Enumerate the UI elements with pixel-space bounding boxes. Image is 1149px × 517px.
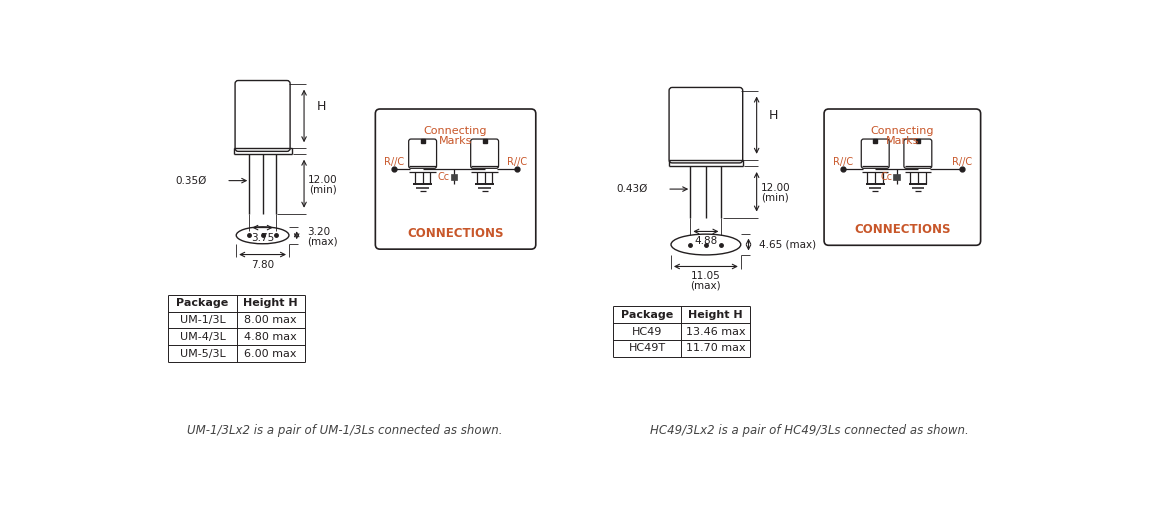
Text: 0.35Ø: 0.35Ø bbox=[176, 176, 207, 186]
Text: 12.00: 12.00 bbox=[761, 183, 791, 193]
Text: R//C: R//C bbox=[953, 157, 972, 167]
Text: CONNECTIONS: CONNECTIONS bbox=[407, 227, 503, 240]
Text: Cc: Cc bbox=[880, 172, 893, 182]
Text: UM-1/3Lx2 is a pair of UM-1/3Ls connected as shown.: UM-1/3Lx2 is a pair of UM-1/3Ls connecte… bbox=[187, 424, 503, 437]
Text: R//C: R//C bbox=[507, 157, 527, 167]
Text: (max): (max) bbox=[691, 281, 722, 291]
Text: 12.00: 12.00 bbox=[308, 175, 338, 185]
Text: 4.80 max: 4.80 max bbox=[245, 332, 298, 342]
Text: (min): (min) bbox=[762, 193, 789, 203]
Text: CONNECTIONS: CONNECTIONS bbox=[854, 223, 950, 236]
Text: UM-5/3L: UM-5/3L bbox=[179, 349, 225, 359]
Text: 3.20: 3.20 bbox=[308, 227, 331, 237]
Text: Cc: Cc bbox=[438, 172, 449, 182]
Text: 13.46 max: 13.46 max bbox=[686, 327, 746, 337]
Text: Height H: Height H bbox=[244, 298, 298, 308]
Text: Height H: Height H bbox=[688, 310, 743, 320]
Text: Package: Package bbox=[177, 298, 229, 308]
Text: 11.70 max: 11.70 max bbox=[686, 343, 746, 354]
Text: 4.65 (max): 4.65 (max) bbox=[759, 239, 817, 250]
Polygon shape bbox=[894, 174, 900, 180]
Text: Connecting: Connecting bbox=[424, 126, 487, 135]
Text: HC49/3Lx2 is a pair of HC49/3Ls connected as shown.: HC49/3Lx2 is a pair of HC49/3Ls connecte… bbox=[650, 424, 969, 437]
Text: R//C: R//C bbox=[384, 157, 404, 167]
Text: UM-4/3L: UM-4/3L bbox=[179, 332, 225, 342]
Text: Package: Package bbox=[622, 310, 673, 320]
Text: 4.88: 4.88 bbox=[694, 236, 717, 247]
Text: HC49: HC49 bbox=[632, 327, 663, 337]
Text: 7.80: 7.80 bbox=[250, 261, 275, 270]
Text: Marks: Marks bbox=[439, 136, 472, 146]
Text: Marks: Marks bbox=[886, 136, 919, 146]
Text: 8.00 max: 8.00 max bbox=[245, 315, 298, 325]
Text: 3.75: 3.75 bbox=[250, 233, 275, 242]
Text: (max): (max) bbox=[308, 236, 338, 247]
Text: 0.43Ø: 0.43Ø bbox=[616, 184, 648, 194]
Text: 11.05: 11.05 bbox=[691, 271, 720, 281]
Text: 6.00 max: 6.00 max bbox=[245, 349, 296, 359]
Text: (min): (min) bbox=[309, 185, 337, 195]
Text: Connecting: Connecting bbox=[871, 126, 934, 135]
Text: H: H bbox=[769, 110, 778, 123]
Text: HC49T: HC49T bbox=[629, 343, 666, 354]
Text: UM-1/3L: UM-1/3L bbox=[179, 315, 225, 325]
Polygon shape bbox=[450, 174, 456, 180]
Text: H: H bbox=[316, 100, 326, 113]
Text: R//C: R//C bbox=[833, 157, 853, 167]
